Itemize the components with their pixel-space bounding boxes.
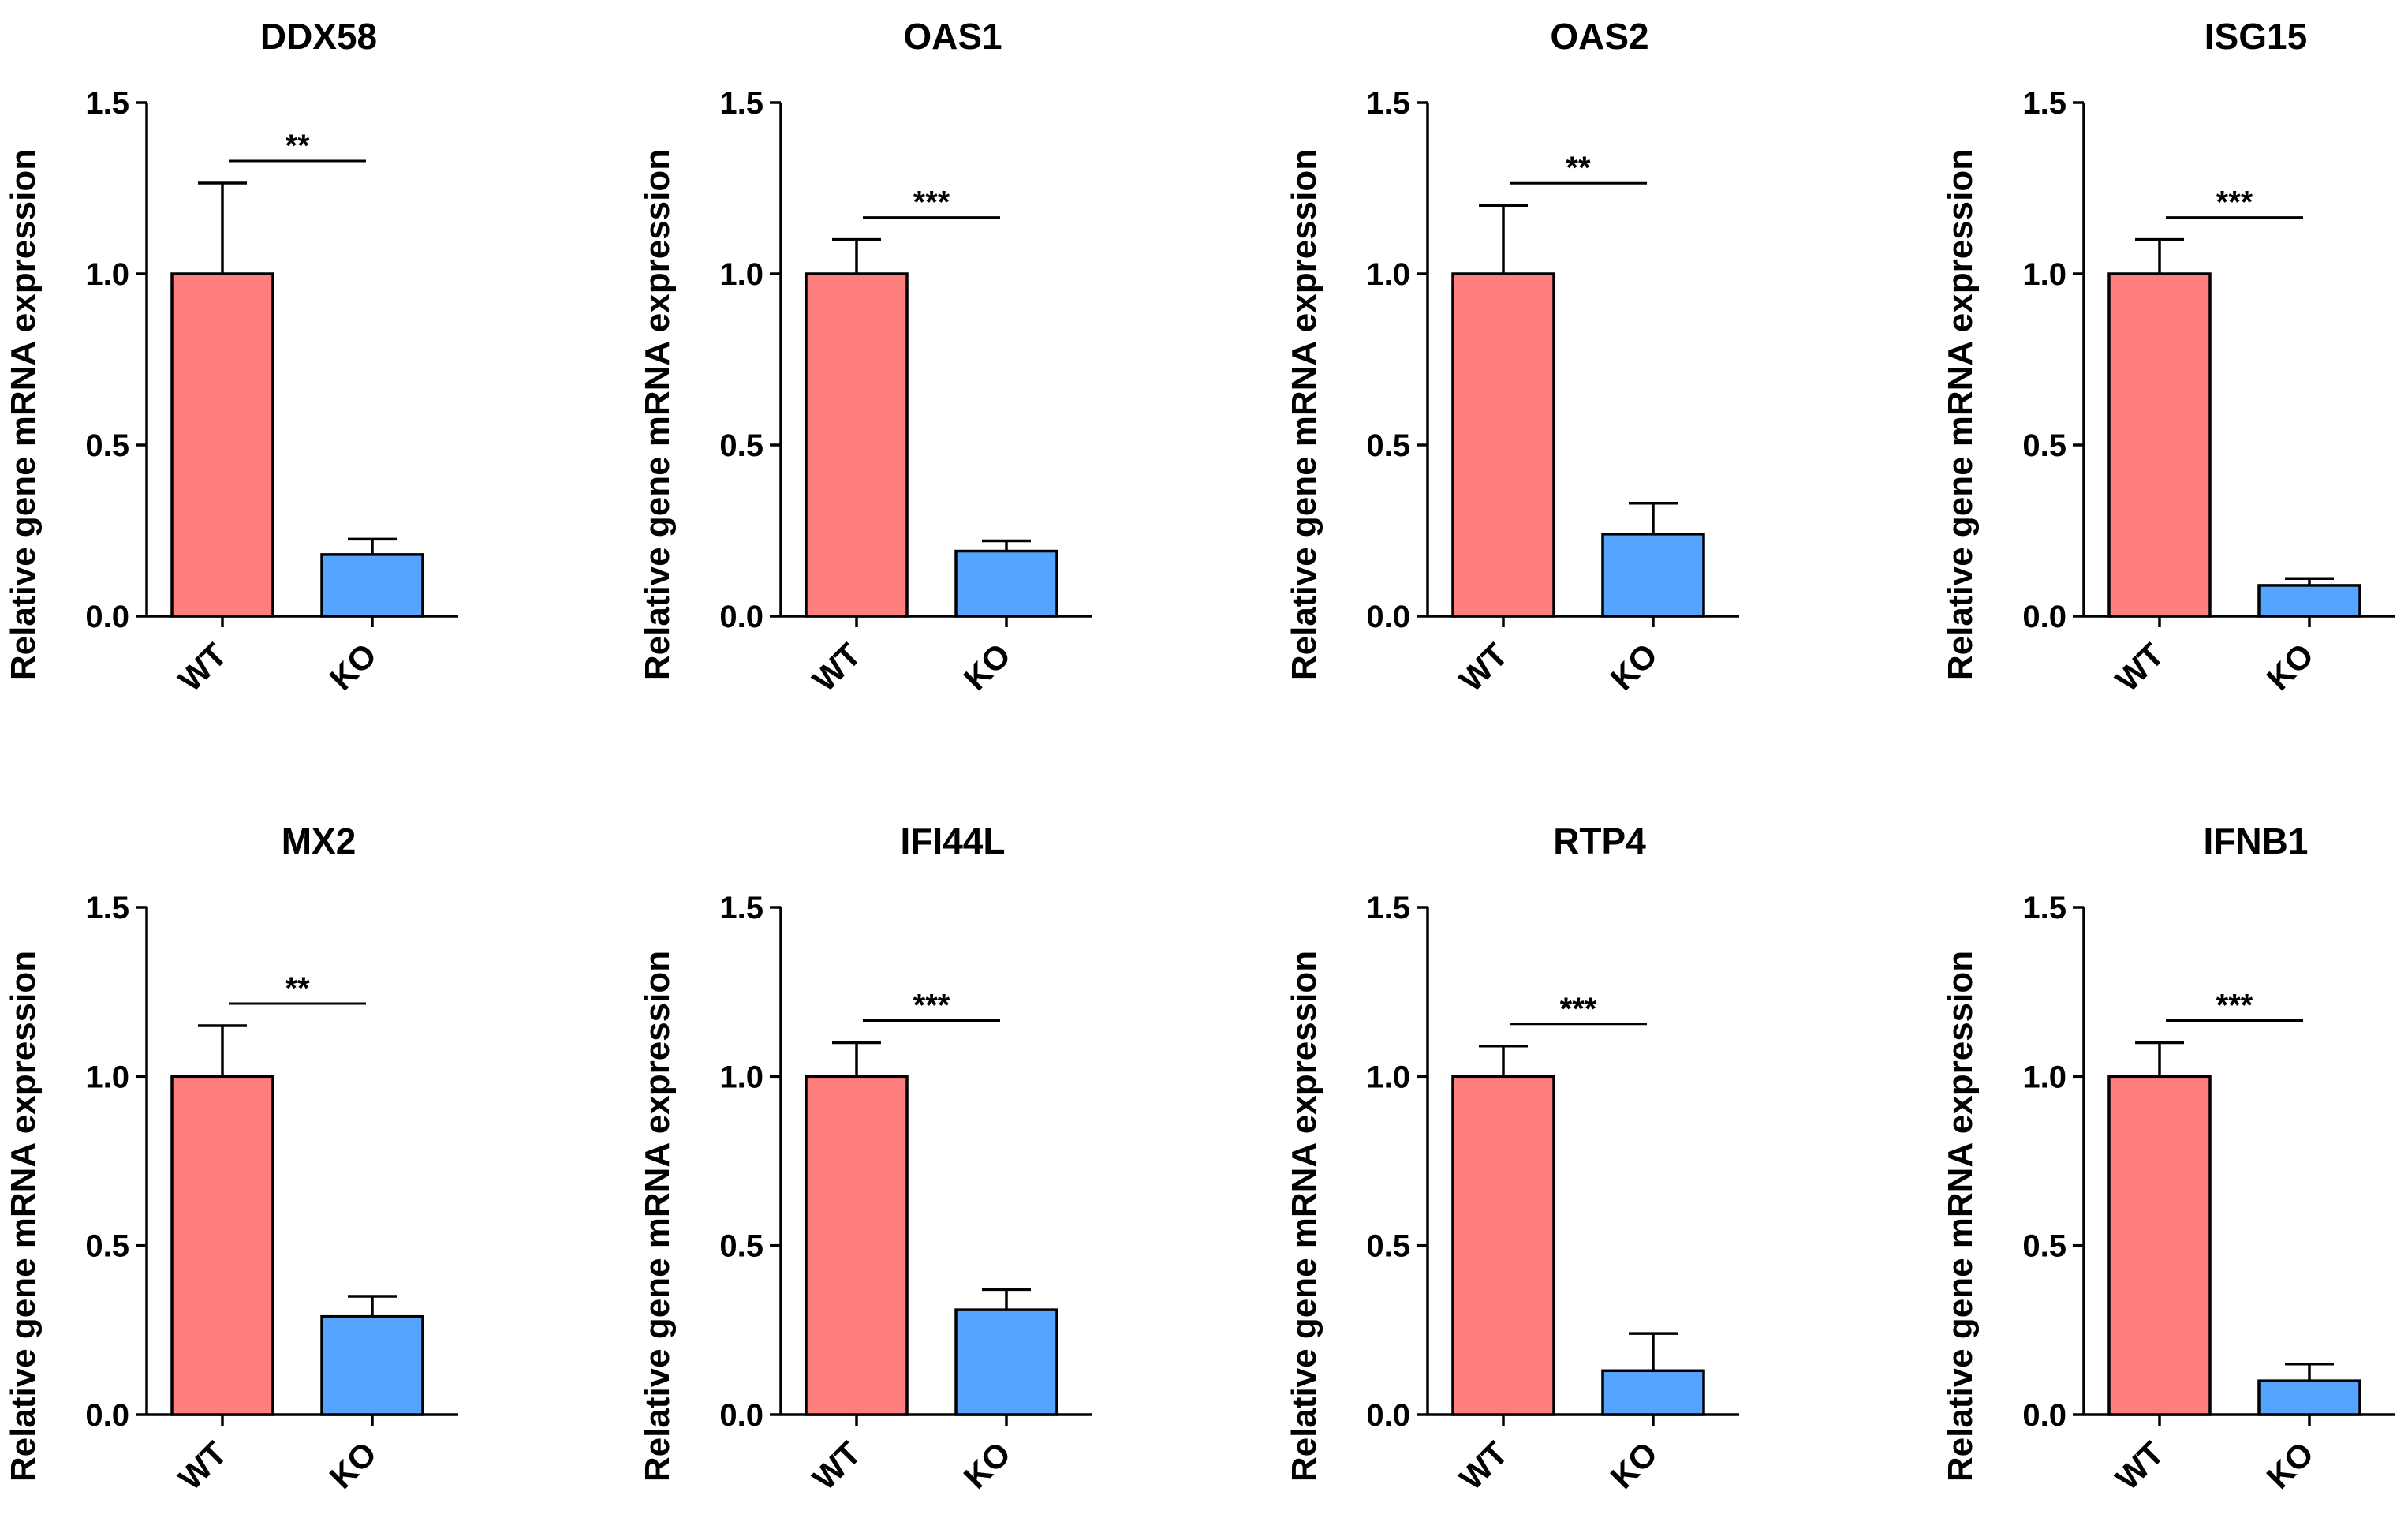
chart-panel-ifnb1: IFNB1 0.0 0.5 1.0 1.5 Relative gene mRNA expr… [1941,821,2395,1497]
x-tick-label-ko: KO [2260,1434,2321,1496]
y-axis-title: Relative gene mRNA expression [4,149,43,680]
y-tick-label: 0.5 [85,428,129,463]
bar-ko [2257,584,2361,618]
x-tick-label-ko: KO [1603,636,1665,697]
x-tick-label-wt: WT [1452,1434,1515,1497]
y-axis-title: Relative gene mRNA expression [1941,149,1980,680]
bar-wt [1451,272,1555,618]
y-tick-label: 0.5 [2022,1229,2066,1264]
chart-title: MX2 [282,821,357,862]
bar-ko [2257,1379,2361,1416]
y-tick-label: 1.5 [1366,86,1410,121]
significance-label: *** [1560,992,1597,1026]
y-tick-label: 0.5 [1366,428,1410,463]
y-axis-title: Relative gene mRNA expression [1941,951,1980,1482]
y-tick-label: 0.0 [1366,600,1410,634]
significance-label: *** [2216,988,2253,1023]
chart-panel-mx2: MX2 0.0 0.5 1.0 1.5 Relative gene mRNA expres… [4,821,458,1497]
y-axis-title: Relative gene mRNA expression [638,149,677,680]
x-tick-label-wt: WT [171,1434,234,1497]
significance-label: ** [1566,151,1591,185]
x-tick-label-ko: KO [323,1434,384,1496]
bar-ko [320,553,424,618]
y-tick-label: 1.0 [1366,257,1410,292]
chart-title: IFI44L [901,821,1006,862]
y-axis-title: Relative gene mRNA expression [638,951,677,1482]
significance-label: *** [913,185,950,220]
chart-title: OAS2 [1550,16,1648,57]
x-tick-label-ko: KO [957,636,1018,697]
y-tick-label: 1.5 [85,891,129,925]
x-tick-label-wt: WT [2108,1434,2171,1497]
chart-title: RTP4 [1553,821,1646,862]
x-tick-label-wt: WT [2108,636,2171,699]
y-axis-title: Relative gene mRNA expression [4,951,43,1482]
chart-title: DDX58 [260,16,377,57]
y-tick-label: 1.0 [2022,257,2066,292]
bar-ko [954,549,1058,618]
chart-panel-rtp4: RTP4 0.0 0.5 1.0 1.5 Relative gene mRNA expre… [1285,821,1739,1497]
y-tick-label: 0.0 [1366,1398,1410,1433]
y-tick-label: 0.0 [2022,1398,2066,1433]
x-tick-label-wt: WT [805,1434,868,1497]
significance-label: *** [2216,185,2253,220]
bar-ko [954,1308,1058,1416]
y-tick-label: 1.0 [85,257,129,292]
y-axis-title: Relative gene mRNA expression [1285,149,1323,680]
y-tick-label: 1.5 [1366,891,1410,925]
y-tick-label: 0.0 [719,1398,763,1433]
y-tick-label: 0.0 [85,1398,129,1433]
y-tick-label: 0.0 [719,600,763,634]
y-tick-label: 1.5 [719,86,763,121]
chart-panel-oas1: OAS1 0.0 0.5 1.0 1.5 Relative gene mRNA expre… [638,16,1092,699]
x-tick-label-ko: KO [323,636,384,697]
x-tick-label-ko: KO [1603,1434,1665,1496]
bar-ko [1601,533,1705,618]
y-tick-label: 1.5 [719,891,763,925]
y-tick-label: 1.0 [2022,1060,2066,1094]
chart-panel-ddx58: DDX58 0.0 0.5 1.0 1.5 Relative gene mRNA expr… [4,16,458,699]
bar-ko [1601,1369,1705,1416]
x-tick-label-wt: WT [171,636,234,699]
x-tick-label-wt: WT [805,636,868,699]
bar-wt [2107,272,2212,618]
y-axis-title: Relative gene mRNA expression [1285,951,1323,1482]
significance-label: *** [913,988,950,1023]
y-tick-label: 0.5 [2022,428,2066,463]
chart-panel-oas2: OAS2 0.0 0.5 1.0 1.5 Relative gene mRNA expre… [1285,16,1739,699]
x-tick-label-ko: KO [957,1434,1018,1496]
chart-title: OAS1 [903,16,1002,57]
y-tick-label: 0.0 [85,600,129,634]
significance-label: ** [285,129,310,163]
y-tick-label: 1.0 [719,257,763,292]
y-tick-label: 0.5 [719,428,763,463]
x-tick-label-wt: WT [1452,636,1515,699]
y-tick-label: 1.5 [2022,86,2066,121]
x-tick-label-ko: KO [2260,636,2321,697]
chart-panel-isg15: ISG15 0.0 0.5 1.0 1.5 Relative gene mRNA expr… [1941,16,2395,699]
y-tick-label: 0.5 [85,1229,129,1264]
y-tick-label: 1.0 [1366,1060,1410,1094]
y-tick-label: 1.0 [719,1060,763,1094]
y-tick-label: 1.0 [85,1060,129,1094]
bar-wt [1451,1075,1555,1416]
chart-title: IFNB1 [2204,821,2309,862]
y-tick-label: 0.5 [719,1229,763,1264]
bar-wt [170,1075,274,1416]
y-tick-label: 1.5 [2022,891,2066,925]
y-tick-label: 0.0 [2022,600,2066,634]
y-tick-label: 0.5 [1366,1229,1410,1264]
bar-wt [805,272,909,618]
bar-wt [805,1075,909,1416]
significance-label: ** [285,971,310,1006]
chart-title: ISG15 [2205,16,2307,57]
bar-wt [170,272,274,618]
bar-wt [2107,1075,2212,1416]
chart-panel-ifi44l: IFI44L 0.0 0.5 1.0 1.5 Relative gene mRNA exp… [638,821,1092,1497]
y-tick-label: 1.5 [85,86,129,121]
bar-ko [320,1314,424,1416]
